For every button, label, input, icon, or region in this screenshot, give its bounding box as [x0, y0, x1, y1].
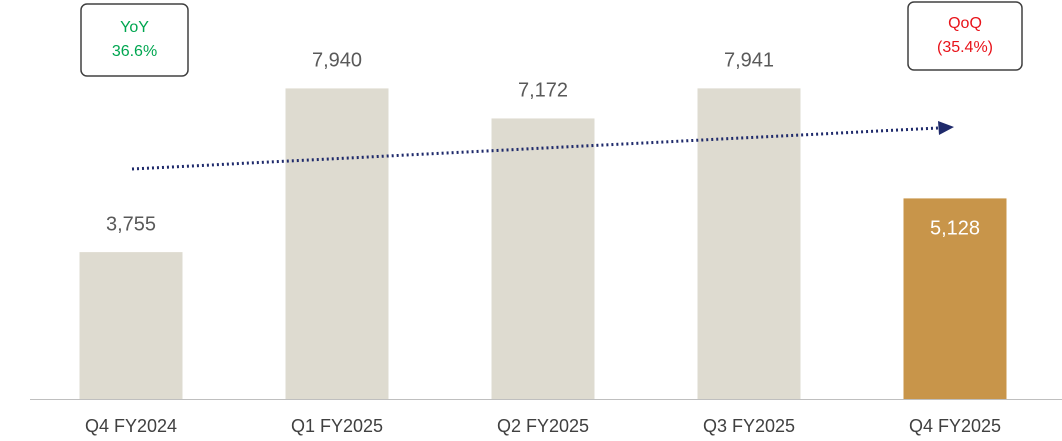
- annotation-text: 36.6%: [112, 43, 157, 60]
- bar: [491, 118, 595, 399]
- bar: [285, 88, 389, 399]
- value-label: 7,172: [518, 80, 568, 102]
- x-tick-label: Q2 FY2025: [497, 416, 589, 436]
- x-tick-label: Q4 FY2025: [909, 416, 1001, 436]
- x-tick-label: Q3 FY2025: [703, 416, 795, 436]
- annotation-text: QoQ: [948, 15, 982, 32]
- bars: 3,755 Q4 FY2024 7,940 Q1 FY2025 7,172 Q2 FY20…: [79, 50, 1007, 436]
- value-label: 7,940: [312, 50, 362, 72]
- bar: [697, 88, 801, 400]
- x-tick-label: Q4 FY2024: [85, 416, 177, 436]
- value-label: 7,941: [724, 50, 774, 72]
- value-label: 5,128: [930, 218, 980, 240]
- arrow-head: [938, 121, 954, 135]
- bar: [79, 252, 183, 399]
- bar: [903, 198, 1007, 399]
- trend-arrow: [131, 121, 954, 171]
- annotation-box: [80, 3, 189, 77]
- x-tick-label: Q1 FY2025: [291, 416, 383, 436]
- annotations: YoY 36.6% QoQ (35.4%): [80, 1, 1023, 77]
- annotation-text: YoY: [120, 19, 149, 36]
- annotation-box: [907, 1, 1023, 71]
- annotation-text: (35.4%): [937, 39, 993, 56]
- value-label: 3,755: [106, 213, 156, 235]
